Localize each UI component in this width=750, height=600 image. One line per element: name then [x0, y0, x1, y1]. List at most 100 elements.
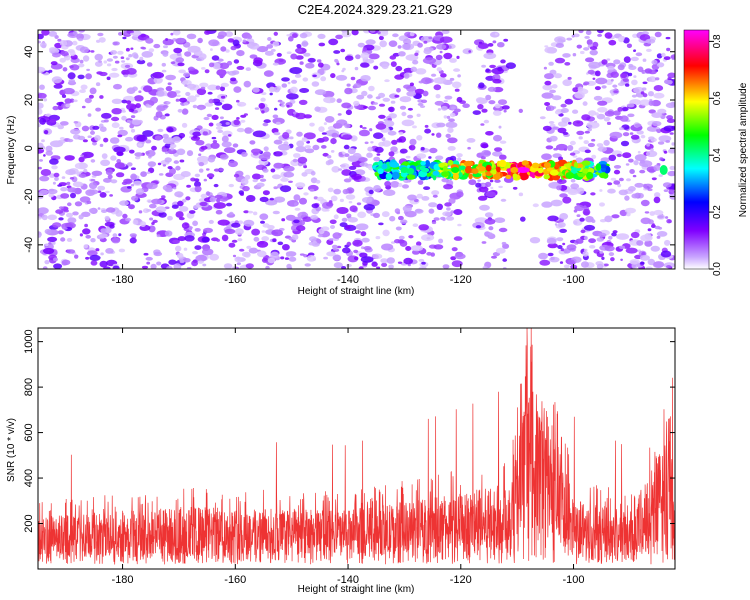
heatmap-cell [630, 134, 640, 140]
heatmap-cell [86, 250, 98, 257]
heatmap-cell [562, 242, 566, 246]
heatmap-cell [110, 50, 118, 55]
heatmap-cell [636, 130, 644, 135]
heatmap-cell [131, 52, 138, 58]
heatmap-cell [606, 121, 612, 125]
heatmap-cell [282, 244, 290, 251]
heatmap-cell [253, 211, 258, 216]
heatmap-cell [262, 190, 270, 196]
heatmap-cell [250, 129, 254, 132]
heatmap-cell [599, 250, 604, 254]
heatmap-cell [358, 266, 364, 269]
heatmap-cell [669, 147, 675, 153]
heatmap-cell [421, 261, 426, 265]
heatmap-cell [586, 80, 596, 86]
heatmap-cell [564, 62, 571, 66]
heatmap-cell [163, 45, 168, 49]
heatmap-cell [233, 86, 242, 93]
heatmap-cell [62, 227, 68, 230]
heatmap-cell [175, 57, 185, 63]
heatmap-cell [119, 200, 129, 206]
heatmap-cell [322, 152, 329, 157]
heatmap-cell [354, 66, 359, 71]
heatmap-cell [143, 85, 153, 93]
heatmap-cell [651, 112, 663, 118]
heatmap-cell [490, 31, 500, 38]
heatmap-cell [505, 62, 516, 69]
heatmap-cell [208, 39, 220, 47]
heatmap-cell [79, 89, 86, 93]
heatmap-cell [436, 203, 443, 210]
heatmap-cell [424, 160, 431, 168]
heatmap-cell [67, 202, 72, 207]
heatmap-cell [131, 86, 138, 92]
heatmap-cell [105, 207, 116, 213]
heatmap-cell [245, 67, 251, 71]
heatmap-cell [162, 184, 172, 191]
heatmap-cell [385, 172, 393, 180]
heatmap-cell [594, 70, 601, 77]
heatmap-cell [262, 168, 269, 173]
heatmap-cell [475, 97, 485, 103]
heatmap-cell [611, 214, 620, 219]
heatmap-cell [167, 91, 177, 98]
heatmap-cell [299, 88, 310, 93]
heatmap-cell [604, 245, 615, 252]
heatmap-cell [104, 221, 115, 227]
heatmap-cell [647, 188, 653, 192]
heatmap-cell [582, 101, 588, 106]
heatmap-cell [141, 47, 147, 50]
heatmap-cell [316, 196, 324, 202]
heatmap-cell [503, 38, 509, 42]
heatmap-cell [215, 85, 221, 90]
heatmap-cell [588, 110, 597, 116]
heatmap-cell [581, 160, 591, 166]
heatmap-cell [544, 45, 549, 48]
heatmap-cell [156, 261, 162, 266]
heatmap-cell [221, 141, 232, 148]
heatmap-cell [572, 87, 579, 93]
heatmap-cell [146, 62, 153, 67]
heatmap-cell [544, 46, 557, 54]
heatmap-cell [435, 94, 441, 99]
heatmap-cell [205, 191, 211, 196]
heatmap-cell [175, 165, 181, 171]
heatmap-cell [562, 53, 571, 58]
heatmap-cell [252, 173, 262, 180]
heatmap-cell [90, 159, 96, 163]
heatmap-cell [553, 73, 563, 79]
heatmap-cell [407, 107, 413, 111]
heatmap-cell [173, 47, 183, 54]
heatmap-cell [53, 84, 63, 89]
heatmap-cell [640, 199, 650, 207]
heatmap-cell [591, 154, 597, 159]
heatmap-cell [661, 52, 666, 58]
heatmap-cell [192, 251, 198, 255]
heatmap-cell [303, 132, 316, 140]
heatmap-cell [628, 186, 636, 192]
heatmap-cell [125, 47, 130, 52]
heatmap-cell [397, 45, 402, 49]
heatmap-cell [485, 191, 496, 198]
heatmap-cell [227, 134, 232, 137]
heatmap-cell [272, 117, 285, 125]
heatmap-cell [270, 48, 276, 52]
heatmap-cell [663, 150, 668, 154]
heatmap-cell [626, 212, 631, 217]
heatmap-cell [72, 211, 79, 216]
heatmap-cell [256, 182, 265, 188]
heatmap-cell [179, 159, 185, 163]
heatmap-cell [119, 126, 124, 130]
heatmap-cell [231, 239, 238, 243]
heatmap-cell [301, 41, 309, 46]
heatmap-cell [665, 36, 671, 40]
heatmap-cell [246, 245, 252, 249]
heatmap-cell [39, 189, 49, 195]
heatmap-y-tick-label: 0 [23, 145, 35, 151]
heatmap-cell [466, 138, 476, 143]
heatmap-cell [403, 84, 412, 89]
heatmap-cell [537, 167, 544, 174]
heatmap-cell [314, 106, 321, 112]
heatmap-cell [556, 143, 568, 151]
heatmap-cell [483, 52, 497, 60]
